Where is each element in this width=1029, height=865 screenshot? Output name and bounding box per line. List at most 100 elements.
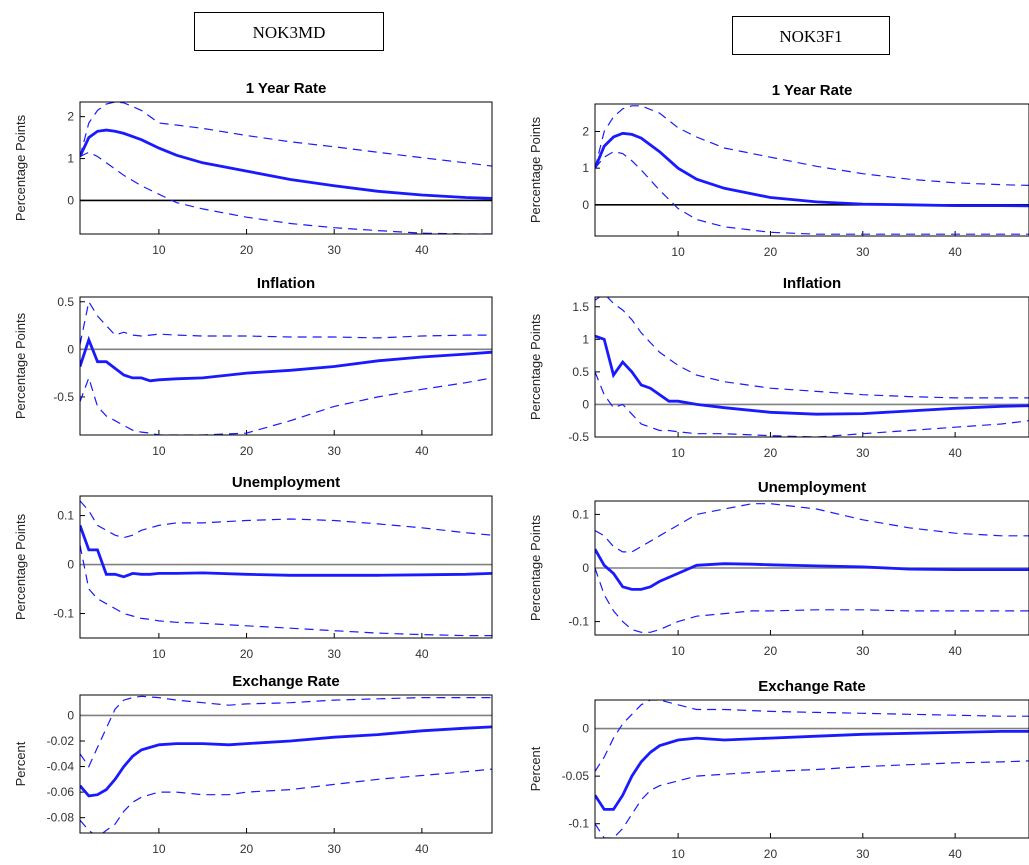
x-tick-label: 40 (415, 444, 429, 458)
x-tick-label: 30 (856, 644, 870, 658)
x-tick-label: 10 (152, 647, 166, 661)
confidence-band-upper (595, 105, 1029, 186)
confidence-band-upper (595, 700, 1029, 772)
x-tick-label: 20 (764, 644, 778, 658)
impulse-response-line (595, 131, 1029, 208)
panel-title: Exchange Rate (232, 673, 340, 690)
y-tick-label: 0.1 (57, 509, 74, 523)
plot-frame (79, 694, 493, 834)
panel-title: Inflation (257, 275, 315, 292)
panel-title: Inflation (783, 275, 841, 292)
y-axis-label: Percentage Points (528, 116, 543, 223)
impulse-response-line (80, 524, 492, 579)
x-tick-label: 40 (415, 647, 429, 661)
x-tick-label: 10 (152, 842, 166, 856)
x-tick-label: 30 (328, 647, 342, 661)
x-tick-label: 20 (764, 446, 778, 460)
panel-7: Exchange Rate Percent -0.1 -0.05 0 10 20 30 40 (528, 678, 1029, 861)
x-tick-label: 40 (948, 847, 962, 861)
panel-3: Exchange Rate Percent -0.08 -0.06 -0.04 -0.02… (13, 673, 493, 856)
y-tick-label: -0.1 (53, 607, 74, 621)
x-tick-label: 10 (152, 444, 166, 458)
panel-title: 1 Year Rate (772, 82, 853, 99)
x-tick-label: 30 (856, 446, 870, 460)
x-tick-label: 10 (671, 446, 685, 460)
panel-title: Unemployment (758, 479, 866, 496)
y-tick-label: -0.5 (53, 390, 74, 404)
x-tick-label: 30 (328, 243, 342, 257)
y-tick-label: 1 (67, 152, 74, 166)
y-tick-label: 2 (67, 110, 74, 124)
impulse-response-line (595, 730, 1029, 811)
y-axis-label: Percentage Points (13, 114, 28, 221)
confidence-band-upper (80, 102, 492, 167)
y-tick-label: 0.5 (572, 365, 589, 379)
panel-4: 1 Year Rate Percentage Points 0 1 2 10 20 30 40 (528, 82, 1029, 259)
x-tick-label: 10 (152, 243, 166, 257)
x-tick-label: 40 (948, 245, 962, 259)
y-tick-label: 0 (67, 708, 74, 722)
panel-title: 1 Year Rate (246, 80, 327, 97)
confidence-band-lower (595, 151, 1029, 235)
x-tick-label: 40 (415, 842, 429, 856)
y-tick-label: -0.05 (562, 769, 590, 783)
x-tick-label: 40 (948, 446, 962, 460)
y-axis-label: Percentage Points (528, 514, 543, 621)
y-tick-label: 1.5 (572, 300, 589, 314)
panel-1: Inflation Percentage Points -0.5 0 0.5 10 20 30… (13, 275, 493, 458)
panel-6: Unemployment Percentage Points -0.1 0 0.1 10 2… (528, 479, 1029, 658)
y-tick-label: 0 (67, 342, 74, 356)
panel-title: Exchange Rate (758, 678, 866, 695)
plot-frame (594, 699, 1029, 839)
confidence-band-lower (80, 151, 492, 234)
impulse-response-line (595, 548, 1029, 591)
y-tick-label: 1 (582, 161, 589, 175)
impulse-response-line (595, 334, 1029, 416)
confidence-band-lower (595, 567, 1029, 633)
panel-0: 1 Year Rate Percentage Points 0 1 2 10 20 30 40 (13, 80, 493, 257)
confidence-band-lower (595, 371, 1029, 437)
x-tick-label: 20 (240, 444, 254, 458)
confidence-band-upper (80, 500, 492, 539)
x-tick-label: 10 (671, 245, 685, 259)
x-tick-label: 20 (240, 842, 254, 856)
y-tick-label: 0 (582, 198, 589, 212)
x-tick-label: 20 (764, 847, 778, 861)
plot-frame (594, 103, 1029, 237)
column-header-right: NOK3F1 (732, 16, 890, 55)
impulse-response-line (80, 128, 492, 200)
y-axis-label: Percent (13, 741, 28, 786)
confidence-band-upper (595, 503, 1029, 553)
x-tick-label: 20 (240, 243, 254, 257)
plot-frame (594, 296, 1029, 438)
y-tick-label: -0.1 (568, 615, 589, 629)
plot-frame (594, 500, 1029, 636)
y-tick-label: 0 (582, 722, 589, 736)
x-tick-label: 40 (415, 243, 429, 257)
x-tick-label: 30 (856, 847, 870, 861)
confidence-band-lower (595, 760, 1029, 838)
x-tick-label: 30 (856, 245, 870, 259)
confidence-band-upper (595, 297, 1029, 399)
y-tick-label: 0 (67, 193, 74, 207)
y-tick-label: 2 (582, 125, 589, 139)
confidence-band-lower (80, 376, 492, 435)
y-tick-label: 0 (582, 397, 589, 411)
column-header-left: NOK3MD (194, 12, 384, 51)
y-tick-label: 0 (582, 561, 589, 575)
y-axis-label: Percentage Points (528, 313, 543, 420)
y-tick-label: -0.02 (47, 734, 75, 748)
plot-frame (79, 495, 493, 639)
confidence-band-upper (80, 300, 492, 345)
y-axis-label: Percentage Points (13, 312, 28, 419)
x-tick-label: 10 (671, 644, 685, 658)
panel-title: Unemployment (232, 474, 340, 491)
x-tick-label: 30 (328, 444, 342, 458)
x-tick-label: 40 (948, 644, 962, 658)
confidence-band-lower (80, 544, 492, 637)
x-tick-label: 20 (764, 245, 778, 259)
y-tick-label: -0.04 (47, 760, 75, 774)
y-tick-label: 0.1 (572, 507, 589, 521)
y-tick-label: -0.5 (568, 430, 589, 444)
